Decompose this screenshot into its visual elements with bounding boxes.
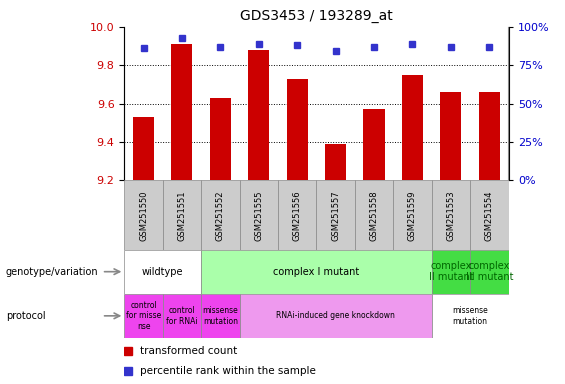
Text: control
for RNAi: control for RNAi — [166, 306, 198, 326]
Text: GSM251558: GSM251558 — [370, 191, 379, 242]
FancyBboxPatch shape — [432, 294, 508, 338]
FancyBboxPatch shape — [124, 294, 163, 338]
Text: missense
mutation: missense mutation — [452, 306, 488, 326]
Text: GSM251553: GSM251553 — [446, 191, 455, 242]
Text: GSM251555: GSM251555 — [254, 191, 263, 242]
FancyBboxPatch shape — [124, 180, 163, 250]
FancyBboxPatch shape — [201, 250, 432, 294]
FancyBboxPatch shape — [470, 250, 508, 294]
Text: missense
mutation: missense mutation — [202, 306, 238, 326]
Bar — [210, 98, 231, 180]
Bar — [402, 75, 423, 180]
FancyBboxPatch shape — [240, 180, 278, 250]
Bar — [479, 92, 500, 180]
FancyBboxPatch shape — [432, 180, 470, 250]
Title: GDS3453 / 193289_at: GDS3453 / 193289_at — [240, 9, 393, 23]
FancyBboxPatch shape — [163, 180, 201, 250]
FancyBboxPatch shape — [240, 294, 432, 338]
Text: percentile rank within the sample: percentile rank within the sample — [140, 366, 315, 376]
Text: transformed count: transformed count — [140, 346, 237, 356]
Bar — [325, 144, 346, 180]
Text: complex
II mutant: complex II mutant — [429, 261, 473, 283]
Text: GSM251557: GSM251557 — [331, 191, 340, 242]
FancyBboxPatch shape — [163, 294, 201, 338]
Text: complex
III mutant: complex III mutant — [466, 261, 513, 283]
FancyBboxPatch shape — [124, 250, 201, 294]
FancyBboxPatch shape — [393, 180, 432, 250]
Text: wildtype: wildtype — [142, 266, 184, 277]
Bar — [171, 44, 193, 180]
Bar — [440, 92, 462, 180]
Text: GSM251550: GSM251550 — [139, 191, 148, 242]
Bar — [248, 50, 270, 180]
Text: GSM251551: GSM251551 — [177, 191, 186, 242]
Text: GSM251559: GSM251559 — [408, 191, 417, 242]
Text: GSM251552: GSM251552 — [216, 191, 225, 242]
FancyBboxPatch shape — [201, 294, 240, 338]
FancyBboxPatch shape — [432, 250, 470, 294]
FancyBboxPatch shape — [316, 180, 355, 250]
Bar — [363, 109, 385, 180]
Bar — [286, 79, 308, 180]
FancyBboxPatch shape — [355, 180, 393, 250]
Text: genotype/variation: genotype/variation — [6, 266, 98, 277]
Bar — [133, 117, 154, 180]
Text: GSM251554: GSM251554 — [485, 191, 494, 242]
Text: control
for misse
nse: control for misse nse — [126, 301, 161, 331]
FancyBboxPatch shape — [278, 180, 316, 250]
FancyBboxPatch shape — [201, 180, 240, 250]
Text: protocol: protocol — [6, 311, 45, 321]
Text: complex I mutant: complex I mutant — [273, 266, 359, 277]
Text: RNAi-induced gene knockdown: RNAi-induced gene knockdown — [276, 311, 395, 320]
FancyBboxPatch shape — [470, 180, 508, 250]
Text: GSM251556: GSM251556 — [293, 191, 302, 242]
